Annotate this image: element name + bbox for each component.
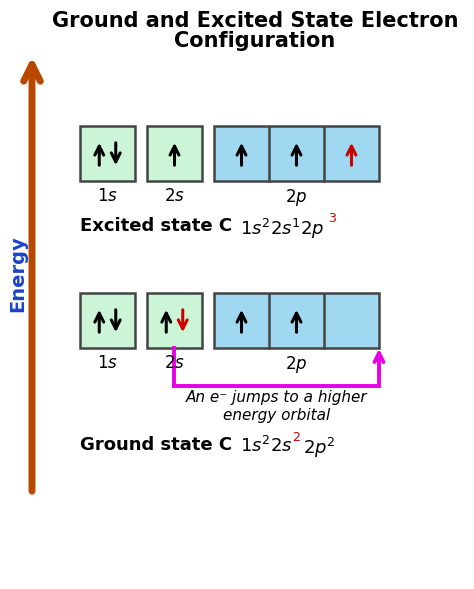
Text: $2p^2$: $2p^2$ [303,436,336,460]
Text: $1s^22s^12p$: $1s^22s^12p$ [240,217,324,241]
Text: An e⁻ jumps to a higher: An e⁻ jumps to a higher [186,390,367,405]
Bar [80,126,135,181]
Text: Ground and Excited State Electron: Ground and Excited State Electron [52,11,458,31]
Text: Energy: Energy [9,236,27,312]
Bar [147,293,202,348]
Text: $2s$: $2s$ [164,187,185,205]
Bar [214,126,379,181]
Bar [80,293,135,348]
Text: Configuration: Configuration [174,31,336,51]
Text: $2s$: $2s$ [164,354,185,372]
Text: energy orbital: energy orbital [223,408,330,423]
Text: $1s$: $1s$ [97,354,118,372]
Bar [214,293,379,348]
Bar [147,126,202,181]
Text: $^3$: $^3$ [328,214,337,232]
Text: $2p$: $2p$ [285,187,308,208]
Text: $1s$: $1s$ [97,187,118,205]
Text: Ground state C: Ground state C [80,436,232,454]
Text: $2p$: $2p$ [285,354,308,375]
Text: $1s^22s$: $1s^22s$ [240,436,292,456]
Text: $^2$: $^2$ [292,433,301,451]
Text: Excited state C: Excited state C [80,217,232,235]
